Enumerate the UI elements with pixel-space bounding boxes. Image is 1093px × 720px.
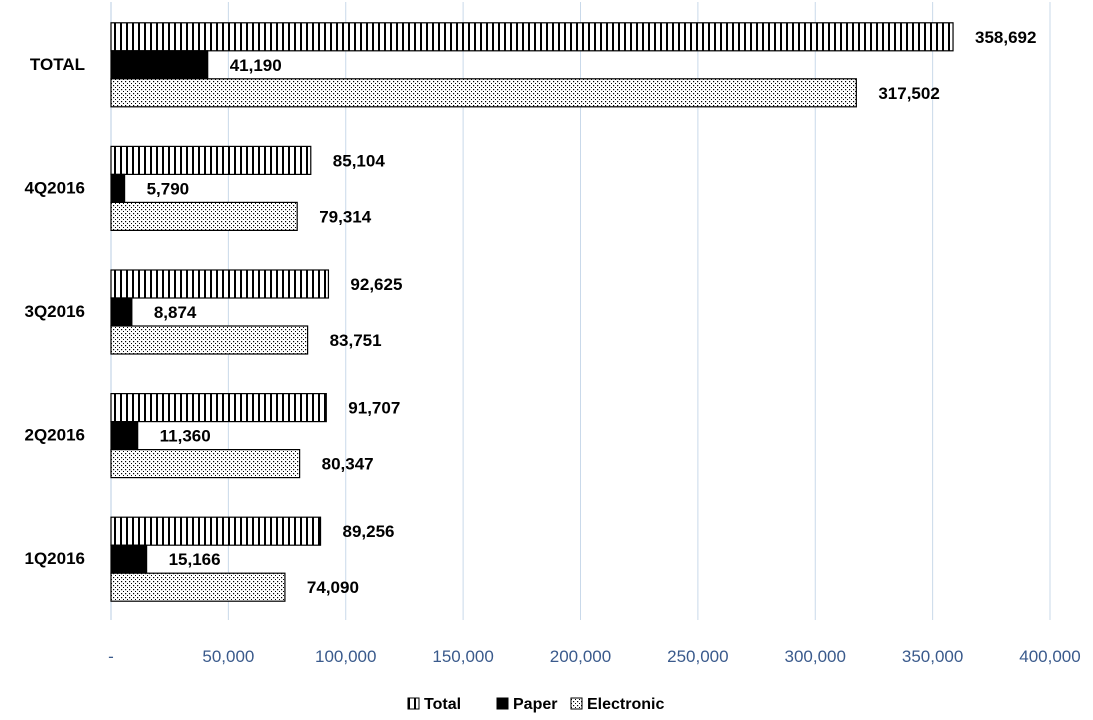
bar-total [110,393,327,423]
data-label-total: 92,625 [350,275,402,294]
data-label-paper: 5,790 [147,179,190,198]
data-label-electronic: 317,502 [878,84,939,103]
bar-total [110,516,322,546]
legend-label-paper: Paper [513,696,557,713]
data-label-paper: 41,190 [230,56,282,75]
data-label-total: 91,707 [348,399,400,418]
bar-electronic [110,449,301,479]
legend: Total Paper Electronic [407,696,664,713]
legend-label-total: Total [424,696,461,713]
x-tick-label: 250,000 [667,647,728,666]
data-label-paper: 8,874 [154,303,197,322]
data-label-electronic: 74,090 [307,578,359,597]
data-label-electronic: 79,314 [319,207,372,226]
data-label-total: 85,104 [333,151,386,170]
x-tick-label: 300,000 [785,647,846,666]
category-label: 4Q2016 [25,178,86,197]
x-tick-label: 50,000 [202,647,254,666]
category-label: 2Q2016 [25,426,86,445]
bar-electronic [110,325,309,355]
data-label-electronic: 80,347 [322,455,374,474]
bar-paper [110,173,126,203]
category-label: 1Q2016 [25,549,86,568]
data-label-total: 89,256 [343,522,395,541]
bar-electronic [110,572,286,602]
bar-paper [110,297,133,327]
x-tick-label: 400,000 [1019,647,1080,666]
x-tick-label: 150,000 [432,647,493,666]
x-tick-label: 350,000 [902,647,963,666]
bar-paper [110,421,139,451]
data-label-paper: 11,360 [160,427,211,446]
bar-paper [110,544,148,574]
category-label: TOTAL [30,55,85,74]
x-tick-label: 100,000 [315,647,376,666]
legend-swatch-electronic [570,697,583,710]
bar-electronic [110,201,298,231]
data-label-paper: 15,166 [169,550,221,569]
x-tick-label: - [108,647,114,666]
category-labels: TOTAL 4Q2016 3Q2016 2Q2016 1Q2016 [25,55,86,568]
bars: 358,692 41,190 317,502 85,104 5,790 79,314 92,… [110,22,1036,602]
data-label-total: 358,692 [975,28,1036,47]
legend-swatch-paper [496,697,509,710]
x-tick-label: 200,000 [550,647,611,666]
x-axis-ticks: - 50,000 100,000 150,000 200,000 250,000 300,0… [108,647,1081,666]
legend-swatch-total [407,697,420,710]
bar-total [110,269,330,299]
bar-total [110,145,312,175]
legend-label-electronic: Electronic [587,696,664,713]
data-label-electronic: 83,751 [330,331,382,350]
bar-total [110,22,954,52]
bar-paper [110,50,209,80]
bar-electronic [110,78,857,108]
category-label: 3Q2016 [25,302,86,321]
